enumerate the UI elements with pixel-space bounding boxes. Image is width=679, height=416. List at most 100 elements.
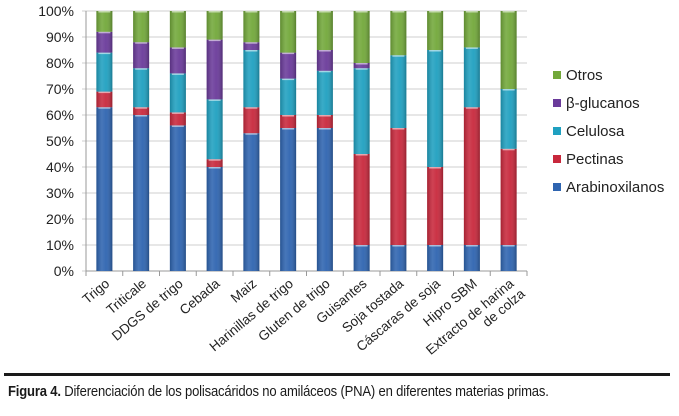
bar-segment-shading [243, 42, 260, 50]
gridlines [82, 10, 527, 272]
bar-segment-shading [427, 50, 444, 167]
bar-segment-highlight [318, 128, 331, 130]
bar-segment-shading [390, 128, 407, 245]
bar-segment-highlight [282, 11, 295, 13]
bar-segment-highlight [502, 89, 515, 91]
bar-segment-highlight [98, 52, 111, 55]
bar-segment-shading [390, 55, 407, 129]
legend-swatch [553, 71, 561, 79]
bar-stack [133, 11, 150, 271]
bar-segment-shading [500, 11, 517, 89]
bar-segment-highlight [465, 11, 478, 13]
legend-item: Pectinas [553, 151, 624, 168]
bar-segment-shading [280, 128, 297, 271]
bar-segment-shading [316, 50, 333, 71]
bar-segment-highlight [502, 11, 515, 13]
bar-segment-highlight [208, 167, 221, 169]
y-tick-label: 30% [46, 185, 74, 201]
figure-caption-text: Diferenciación de los polisacáridos no a… [60, 384, 549, 400]
bar-segment-shading [353, 154, 370, 245]
bar-segment-highlight [208, 39, 221, 42]
bar-stack [243, 11, 260, 271]
bars [96, 11, 517, 272]
bar-segment-highlight [502, 245, 515, 247]
bar-segment-shading [96, 31, 113, 53]
legend-label: β-glucanos [566, 95, 640, 112]
axes [85, 11, 528, 276]
legend-swatch [553, 99, 561, 107]
bar-segment-highlight [318, 11, 331, 13]
bar-segment-shading [243, 11, 260, 43]
bar-segment-shading [316, 115, 333, 128]
bar-segment-highlight [429, 167, 442, 169]
legend-label: Celulosa [566, 123, 625, 140]
bar-segment-highlight [355, 154, 368, 156]
bar-segment-highlight [208, 11, 221, 13]
bar-segment-highlight [135, 115, 148, 117]
bar-segment-highlight [282, 115, 295, 117]
bar-segment-shading [316, 70, 333, 115]
bar-segment-highlight [465, 107, 478, 109]
bar-segment-shading [133, 11, 150, 43]
bar-segment-highlight [245, 50, 258, 52]
bar-segment-shading [169, 47, 186, 74]
bar-segment-shading [280, 11, 297, 53]
bar-segment-highlight [171, 112, 184, 114]
bar-stack [390, 11, 407, 271]
bar-stack [316, 11, 333, 271]
legend-swatch [553, 127, 561, 135]
y-tick-label: 100% [38, 3, 74, 19]
legend-item: β-glucanos [553, 95, 640, 112]
y-tick-label: 0% [54, 263, 74, 279]
bar-segment-shading [133, 68, 150, 108]
bar-stack [169, 11, 186, 272]
bar-stack [463, 11, 480, 271]
bar-segment-highlight [171, 11, 184, 13]
bar-segment-shading [206, 39, 223, 100]
bar-segment-shading [463, 245, 480, 271]
bar-segment-highlight [135, 42, 148, 44]
bar-stack [206, 11, 223, 271]
bar-segment-shading [500, 148, 517, 245]
y-tick-label: 70% [46, 81, 74, 97]
bar-segment-shading [206, 11, 223, 40]
bar-segment-highlight [98, 31, 111, 34]
bar-segment-highlight [392, 11, 405, 13]
figure-caption-label: Figura 4. [8, 384, 61, 400]
bar-segment-highlight [282, 52, 295, 55]
bar-segment-shading [206, 159, 223, 167]
bar-segment-shading [463, 11, 480, 48]
legend: Otros β-glucanos Celulosa Pectinas Arabinoxi… [553, 67, 664, 196]
bar-segment-highlight [429, 245, 442, 247]
x-category-label-line: Cebada [177, 275, 223, 317]
caption-divider [4, 373, 670, 376]
bar-segment-highlight [135, 107, 148, 109]
y-tick-label: 10% [46, 237, 74, 253]
figure-caption: Figura 4. Diferenciación de los polisacá… [8, 384, 549, 400]
bar-segment-highlight [355, 245, 368, 247]
bar-segment-shading [206, 99, 223, 160]
bar-segment-highlight [465, 245, 478, 247]
bar-segment-highlight [98, 107, 111, 109]
bar-stack [500, 11, 517, 271]
bar-segment-highlight [392, 55, 405, 57]
bar-segment-highlight [208, 159, 221, 161]
y-tick-label: 60% [46, 107, 74, 123]
bar-segment-shading [353, 11, 370, 63]
legend-item: Otros [553, 67, 603, 84]
bar-segment-highlight [245, 42, 258, 44]
bar-segment-highlight [245, 133, 258, 135]
bar-stack [280, 11, 297, 271]
bar-segment-highlight [502, 148, 515, 151]
bar-segment-shading [169, 73, 186, 113]
bar-segment-shading [243, 50, 260, 108]
bar-segment-shading [280, 78, 297, 115]
bar-stack [353, 11, 370, 271]
bar-segment-shading [133, 42, 150, 69]
bar-segment-highlight [392, 128, 405, 130]
bar-segment-shading [96, 107, 113, 271]
legend-swatch [553, 155, 561, 163]
bar-segment-shading [463, 107, 480, 245]
y-tick-label: 80% [46, 55, 74, 71]
legend-label: Pectinas [566, 151, 624, 168]
